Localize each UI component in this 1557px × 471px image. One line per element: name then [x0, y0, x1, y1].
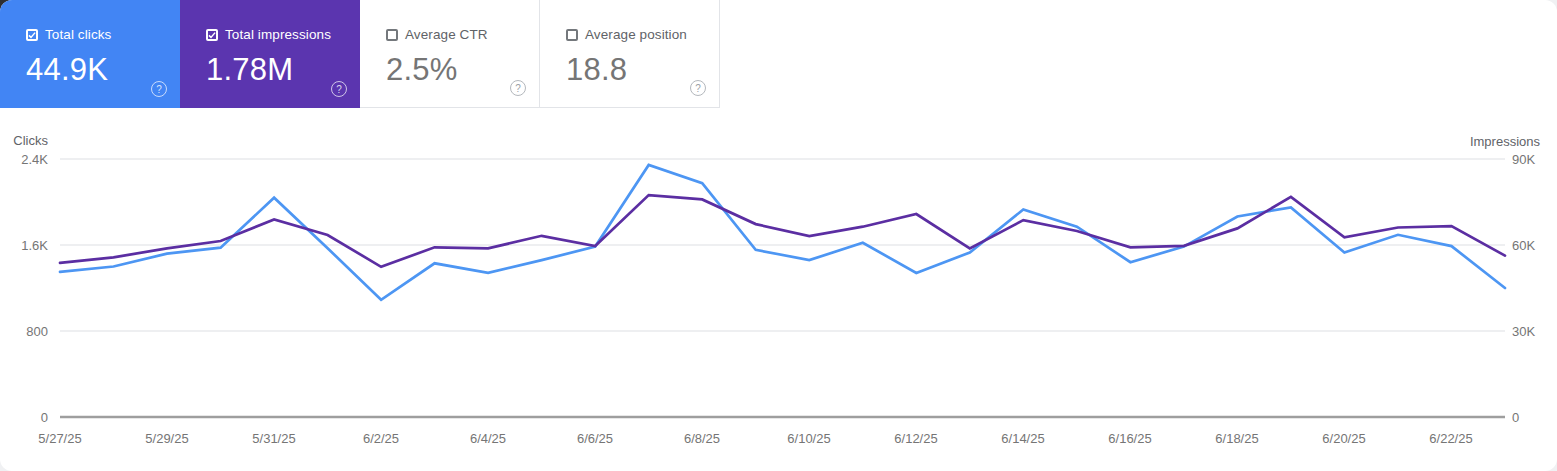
performance-panel: Total clicks44.9K?Total impressions1.78M…	[0, 0, 1557, 471]
x-tick-label: 5/27/25	[20, 431, 100, 446]
x-tick-label: 6/10/25	[769, 431, 849, 446]
left-tick-label: 2.4K	[0, 152, 48, 167]
x-tick-label: 6/8/25	[662, 431, 742, 446]
x-tick-label: 6/6/25	[555, 431, 635, 446]
x-tick-label: 6/4/25	[448, 431, 528, 446]
x-tick-label: 5/31/25	[234, 431, 314, 446]
x-tick-label: 6/16/25	[1090, 431, 1170, 446]
right-tick-label: 30K	[1512, 324, 1535, 339]
x-tick-label: 6/20/25	[1304, 431, 1384, 446]
clicks-line[interactable]	[60, 165, 1505, 300]
x-tick-label: 6/22/25	[1411, 431, 1491, 446]
x-tick-label: 6/2/25	[341, 431, 421, 446]
x-tick-label: 5/29/25	[127, 431, 207, 446]
x-tick-label: 6/18/25	[1197, 431, 1277, 446]
left-tick-label: 1.6K	[0, 238, 48, 253]
right-axis-title: Impressions	[1470, 134, 1540, 149]
x-tick-label: 6/14/25	[983, 431, 1063, 446]
x-tick-label: 6/12/25	[876, 431, 956, 446]
right-tick-label: 60K	[1512, 238, 1535, 253]
right-tick-label: 0	[1512, 410, 1519, 425]
left-axis-title: Clicks	[0, 133, 48, 148]
left-tick-label: 0	[0, 410, 48, 425]
left-tick-label: 800	[0, 324, 48, 339]
chart-canvas	[0, 0, 1557, 471]
right-tick-label: 90K	[1512, 152, 1535, 167]
